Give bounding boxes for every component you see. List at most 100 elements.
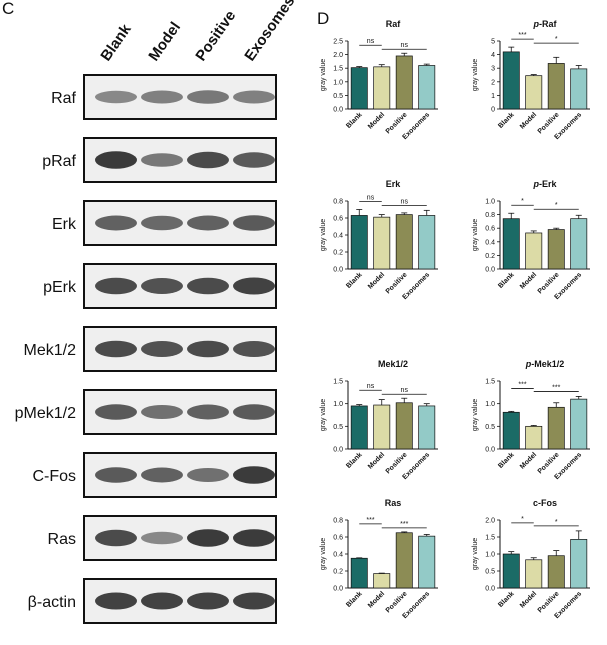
y-tick-label: 0.0 bbox=[333, 267, 343, 274]
chart-title-main: -Erk bbox=[539, 179, 558, 189]
blot-row-label: Mek1/2 bbox=[24, 342, 77, 359]
lane-label-positive: Positive bbox=[192, 7, 239, 64]
blot-band bbox=[95, 151, 137, 169]
y-tick-label: 0.0 bbox=[333, 447, 343, 454]
lane-label-model: Model bbox=[145, 19, 184, 64]
x-tick-label: Blank bbox=[345, 111, 364, 130]
bar-model bbox=[373, 404, 391, 450]
x-tick-label: Model bbox=[367, 451, 386, 470]
y-tick-label: 0.0 bbox=[485, 447, 495, 454]
lane-label-exosomes: Exosomes bbox=[241, 0, 298, 64]
bar-exosomes bbox=[418, 405, 436, 450]
bar-exosomes bbox=[418, 215, 436, 270]
y-tick-label: 0.2 bbox=[333, 250, 343, 257]
bar-blank bbox=[502, 411, 520, 450]
chart-title-prefix: p bbox=[532, 179, 539, 189]
blot-row-4: Mek1/2 bbox=[24, 326, 277, 372]
bar-model bbox=[525, 75, 543, 110]
lane-label-blank: Blank bbox=[97, 21, 135, 65]
chart-title-main: Ras bbox=[385, 498, 402, 508]
blot-row-label: β-actin bbox=[28, 594, 76, 611]
blot-band bbox=[95, 215, 137, 231]
y-tick-label: 0.2 bbox=[485, 253, 495, 260]
blot-band bbox=[141, 467, 183, 483]
blot-row-label: C-Fos bbox=[32, 468, 76, 485]
blot-band bbox=[187, 277, 229, 295]
y-tick-label: 0.8 bbox=[485, 212, 495, 219]
blot-band bbox=[187, 215, 229, 231]
blot-band bbox=[95, 467, 137, 483]
significance-label: ns bbox=[401, 387, 409, 394]
bar-model bbox=[373, 66, 391, 110]
western-blot-panel: Blank Model Positive Exosomes Raf pRaf Erk pErk… bbox=[15, 0, 298, 624]
blot-band bbox=[187, 340, 229, 358]
bar-positive bbox=[395, 214, 413, 270]
y-tick-label: 0.5 bbox=[333, 424, 343, 431]
x-tick-label: Blank bbox=[345, 451, 364, 470]
blot-row-label: pErk bbox=[43, 279, 77, 296]
y-tick-label: 2.0 bbox=[333, 52, 343, 59]
y-axis-label: gray value bbox=[320, 538, 327, 570]
blot-row-label: Raf bbox=[51, 90, 76, 107]
y-tick-label: 2.5 bbox=[333, 39, 343, 46]
y-tick-label: 1.5 bbox=[485, 379, 495, 386]
x-tick-label: Model bbox=[519, 271, 538, 290]
blot-band bbox=[141, 90, 183, 104]
chart-title-prefix: p bbox=[525, 359, 532, 369]
bar-blank bbox=[350, 405, 368, 450]
bar-blank bbox=[350, 215, 368, 270]
bar-blank bbox=[502, 218, 520, 270]
y-tick-label: 0.6 bbox=[333, 216, 343, 223]
x-tick-label: Blank bbox=[497, 111, 516, 130]
blot-band bbox=[187, 151, 229, 169]
y-tick-label: 0.0 bbox=[485, 586, 495, 593]
y-tick-label: 3 bbox=[491, 66, 495, 73]
significance-label: * bbox=[555, 519, 558, 526]
y-tick-label: 1.5 bbox=[333, 379, 343, 386]
blot-row-6: C-Fos bbox=[32, 452, 277, 498]
bar-positive bbox=[395, 402, 413, 450]
y-tick-label: 0.2 bbox=[333, 569, 343, 576]
significance-label: ns bbox=[401, 42, 409, 49]
y-tick-label: 0.0 bbox=[333, 107, 343, 114]
blot-band bbox=[141, 278, 183, 294]
y-axis-label: gray value bbox=[472, 399, 479, 431]
chart-title-main: Mek1/2 bbox=[378, 359, 408, 369]
x-tick-label: Blank bbox=[497, 271, 516, 290]
y-tick-label: 1.0 bbox=[333, 401, 343, 408]
chart-title-main: Raf bbox=[386, 19, 402, 29]
bar-blank bbox=[350, 67, 368, 110]
chart-0: Raf 0.0 0.5 1.0 1.5 2.0 2.5 gray value Blank Mode… bbox=[320, 19, 438, 141]
y-tick-label: 0.0 bbox=[333, 586, 343, 593]
bar-positive bbox=[547, 229, 565, 270]
bar-positive bbox=[547, 63, 565, 110]
chart-title: Mek1/2 bbox=[378, 359, 408, 369]
blot-row-2: Erk bbox=[52, 200, 277, 246]
bar-exosomes bbox=[570, 68, 588, 110]
blot-band bbox=[141, 153, 183, 167]
y-axis-label: gray value bbox=[472, 59, 479, 91]
y-tick-label: 1.5 bbox=[333, 66, 343, 73]
bar-exosomes bbox=[418, 535, 436, 589]
blot-band bbox=[187, 404, 229, 420]
bar-exosomes bbox=[570, 398, 588, 450]
blot-band bbox=[141, 592, 183, 610]
bar-positive bbox=[547, 406, 565, 450]
significance-label: *** bbox=[400, 521, 408, 528]
chart-3: p-Erk 0.0 0.2 0.4 0.6 0.8 1.0 gray value Blank Mo… bbox=[472, 179, 590, 301]
bar-positive bbox=[395, 532, 413, 589]
blot-band bbox=[233, 215, 275, 231]
blot-band bbox=[187, 90, 229, 104]
chart-title: p-Erk bbox=[532, 179, 557, 189]
significance-label: ns bbox=[367, 38, 375, 45]
blot-band bbox=[141, 341, 183, 357]
blot-band bbox=[95, 404, 137, 420]
y-tick-label: 2.0 bbox=[485, 518, 495, 525]
blot-row-3: pErk bbox=[43, 263, 277, 309]
x-tick-label: Model bbox=[519, 590, 538, 609]
y-tick-label: 0 bbox=[491, 107, 495, 114]
blot-row-0: Raf bbox=[51, 74, 277, 120]
